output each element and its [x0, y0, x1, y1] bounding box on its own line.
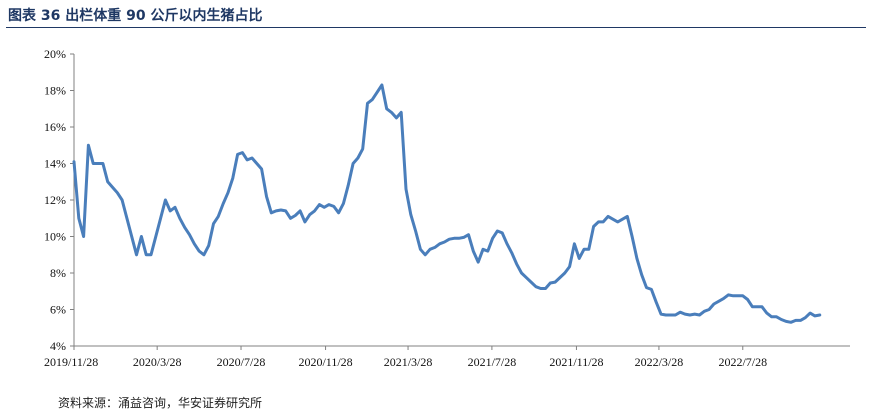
x-tick-label: 2020/3/28	[133, 355, 182, 369]
y-tick-label: 18%	[44, 84, 66, 98]
y-tick-label: 12%	[44, 193, 66, 207]
figure-title: 图表 36 出栏体重 90 公斤以内生猪占比	[8, 8, 263, 24]
x-axis: 2019/11/28 2020/3/28 2020/7/28 2020/11/28 20…	[44, 345, 850, 369]
source-note: 资料来源：涌益咨询，华安证券研究所	[58, 396, 263, 410]
x-tick-label: 2021/3/28	[384, 355, 433, 369]
y-ticks: 4% 6% 8% 10% 12% 14% 16% 18% 20%	[44, 47, 74, 353]
x-tick-label: 2019/11/28	[44, 355, 98, 369]
y-tick-label: 4%	[50, 339, 66, 353]
y-tick-label: 20%	[44, 47, 66, 61]
y-tick-label: 14%	[44, 157, 66, 171]
y-tick-label: 8%	[50, 266, 66, 280]
line-chart: 4% 6% 8% 10% 12% 14% 16% 18% 20% 2019/11/28 2020/…	[44, 47, 850, 369]
x-tick-label: 2020/7/28	[217, 355, 266, 369]
x-tick-label: 2021/7/28	[468, 355, 517, 369]
y-tick-label: 6%	[50, 303, 66, 317]
series-line	[72, 83, 822, 324]
x-ticks: 2019/11/28 2020/3/28 2020/7/28 2020/11/28 20…	[44, 346, 767, 369]
x-tick-label: 2022/3/28	[635, 355, 684, 369]
y-tick-label: 10%	[44, 230, 66, 244]
x-tick-label: 2020/11/28	[298, 355, 352, 369]
title-divider	[6, 27, 866, 28]
x-tick-label: 2022/7/28	[718, 355, 767, 369]
y-tick-label: 16%	[44, 120, 66, 134]
series-layer	[72, 83, 822, 324]
y-axis: 4% 6% 8% 10% 12% 14% 16% 18% 20%	[44, 47, 75, 353]
x-tick-label: 2021/11/28	[549, 355, 603, 369]
